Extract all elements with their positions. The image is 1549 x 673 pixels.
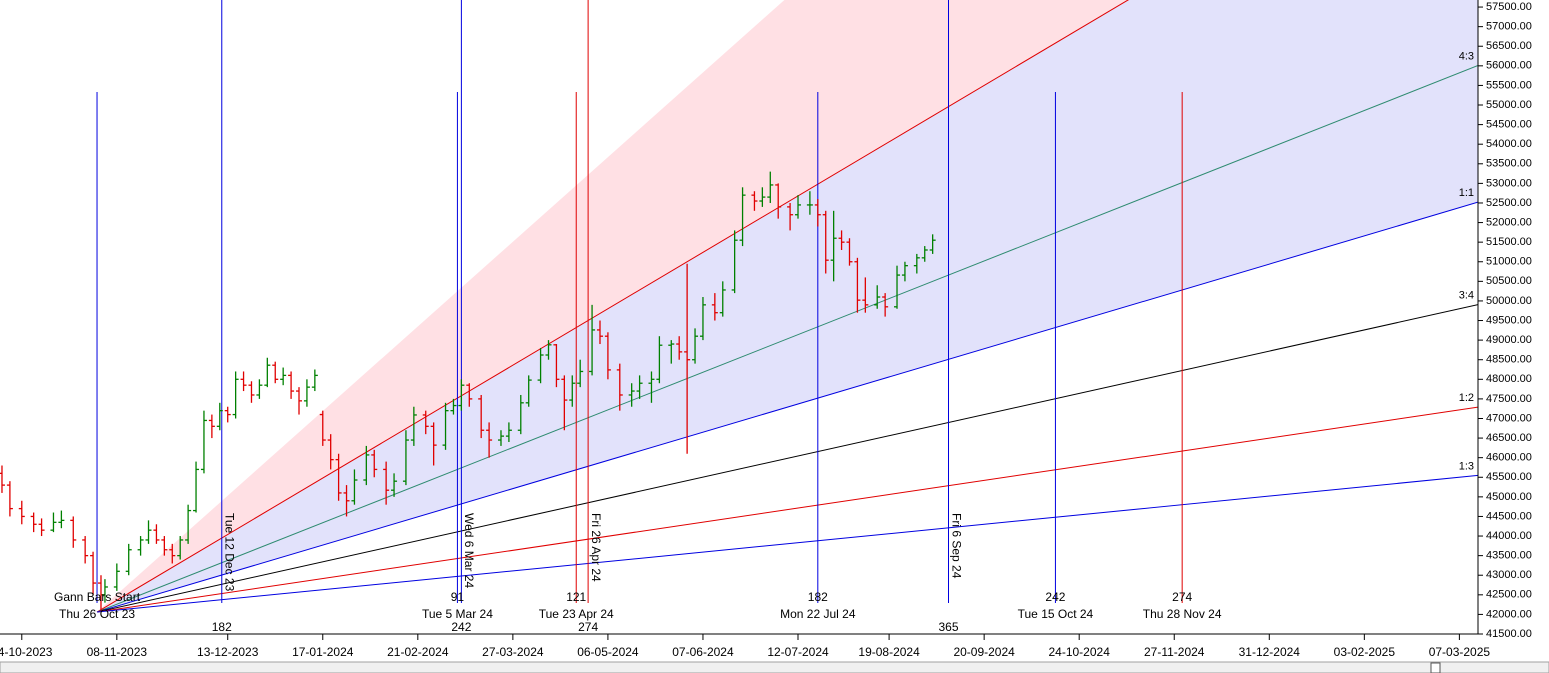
day-count-label: 365 (938, 620, 958, 634)
y-tick-label: 52000.00 (1486, 216, 1532, 228)
x-tick-label: 27-03-2024 (482, 645, 544, 659)
y-tick-label: 56000.00 (1486, 60, 1532, 72)
scroll-thumb[interactable] (1430, 662, 1441, 673)
fan-line (96, 65, 1478, 613)
y-tick-label: 43000.00 (1486, 569, 1532, 581)
x-tick-label: 12-07-2024 (767, 645, 829, 659)
y-tick-label: 47500.00 (1486, 393, 1532, 405)
fan-zone (97, 0, 1478, 613)
x-tick-label: 21-02-2024 (387, 645, 449, 659)
y-tick-label: 50500.00 (1486, 275, 1532, 287)
y-tick-label: 46500.00 (1486, 432, 1532, 444)
fan-line (96, 406, 1478, 613)
x-tick-label: 19-08-2024 (858, 645, 920, 659)
bar-count-date: Tue 23 Apr 24 (539, 607, 614, 621)
day-count-label: 182 (212, 620, 232, 634)
bar-count-date: Tue 5 Mar 24 (422, 607, 493, 621)
scrollbar[interactable] (0, 661, 1549, 673)
x-tick-label: 07-06-2024 (672, 645, 734, 659)
fan-label: 1:1 (1459, 187, 1474, 199)
x-tick-label: 03-02-2025 (1334, 645, 1396, 659)
x-tick-label: 24-10-2024 (1048, 645, 1110, 659)
day-count-date: Fri 26 Apr 24 (589, 513, 603, 582)
y-tick-label: 57500.00 (1486, 1, 1532, 13)
y-tick-label: 42000.00 (1486, 608, 1532, 620)
bar-count-label: 274 (1172, 590, 1192, 604)
y-tick-label: 52500.00 (1486, 197, 1532, 209)
start-date: Thu 26 Oct 23 (59, 607, 135, 621)
y-tick-label: 44500.00 (1486, 510, 1532, 522)
y-tick-label: 56500.00 (1486, 40, 1532, 52)
fan-label: 4:3 (1459, 50, 1474, 62)
start-label: Gann Bars Start (54, 590, 141, 604)
bar-count-label: 182 (808, 590, 828, 604)
bar-count-date: Thu 28 Nov 24 (1143, 607, 1222, 621)
fan-line (96, 201, 1478, 613)
fan-label: 1:2 (1459, 392, 1474, 404)
bar-count-label: 91 (451, 590, 465, 604)
y-tick-label: 53000.00 (1486, 177, 1532, 189)
y-tick-label: 48000.00 (1486, 373, 1532, 385)
x-tick-label: 17-01-2024 (292, 645, 354, 659)
day-count-label: 274 (578, 620, 598, 634)
y-tick-label: 54500.00 (1486, 119, 1532, 131)
y-tick-label: 48500.00 (1486, 354, 1532, 366)
y-tick-label: 43500.00 (1486, 550, 1532, 562)
x-tick-label: 06-05-2024 (577, 645, 639, 659)
day-count-date: Fri 6 Sep 24 (949, 513, 963, 579)
fan-line (96, 304, 1478, 613)
day-count-date: Wed 6 Mar 24 (462, 513, 476, 588)
plot-area (0, 0, 1478, 613)
fan-label: 3:4 (1459, 290, 1474, 302)
y-tick-label: 49000.00 (1486, 334, 1532, 346)
axes: 41500.00 42000.00 42500.00 43000.00 43500.00… (0, 1, 1532, 659)
x-tick-label: 04-10-2023 (0, 645, 53, 659)
y-tick-label: 41500.00 (1486, 628, 1532, 640)
y-tick-label: 44000.00 (1486, 530, 1532, 542)
y-tick-label: 49500.00 (1486, 314, 1532, 326)
y-tick-label: 46000.00 (1486, 452, 1532, 464)
fan-label: 1:3 (1459, 460, 1474, 472)
y-tick-label: 54000.00 (1486, 138, 1532, 150)
bar-count-date: Mon 22 Jul 24 (780, 607, 856, 621)
y-tick-label: 57000.00 (1486, 21, 1532, 33)
y-tick-label: 45500.00 (1486, 471, 1532, 483)
bar-count-date: Tue 15 Oct 24 (1018, 607, 1094, 621)
y-tick-label: 53500.00 (1486, 158, 1532, 170)
day-count-date: Tue 12 Dec 23 (223, 513, 237, 592)
fan-line (96, 474, 1478, 613)
y-tick-label: 45000.00 (1486, 491, 1532, 503)
fan-line (96, 0, 1130, 613)
bar-count-label: 121 (566, 590, 586, 604)
x-tick-label: 20-09-2024 (953, 645, 1015, 659)
x-tick-label: 07-03-2025 (1429, 645, 1491, 659)
x-tick-label: 08-11-2023 (87, 645, 148, 659)
y-tick-label: 55000.00 (1486, 99, 1532, 111)
y-tick-label: 55500.00 (1486, 79, 1532, 91)
y-tick-label: 47000.00 (1486, 412, 1532, 424)
x-tick-label: 27-11-2024 (1144, 645, 1205, 659)
bar-count-label: 242 (1045, 590, 1065, 604)
y-tick-label: 51000.00 (1486, 256, 1532, 268)
y-tick-label: 51500.00 (1486, 236, 1532, 248)
x-tick-label: 31-12-2024 (1239, 645, 1301, 659)
y-tick-label: 42500.00 (1486, 589, 1532, 601)
day-count-label: 242 (451, 620, 471, 634)
y-tick-label: 50000.00 (1486, 295, 1532, 307)
x-tick-label: 13-12-2023 (197, 645, 259, 659)
